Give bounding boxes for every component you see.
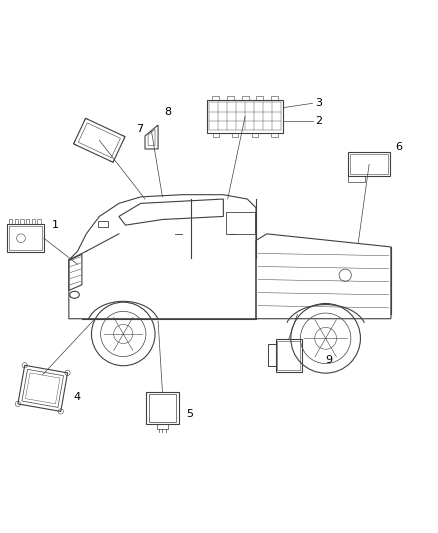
Text: 8: 8: [165, 107, 172, 117]
Bar: [149, 394, 176, 422]
Bar: [349, 176, 365, 182]
Text: 5: 5: [186, 409, 193, 419]
Bar: [157, 424, 168, 430]
Text: 2: 2: [315, 116, 322, 126]
Bar: [207, 100, 283, 133]
Bar: [232, 133, 238, 137]
Bar: [256, 96, 263, 100]
Bar: [276, 340, 302, 372]
Bar: [7, 224, 44, 252]
Text: 9: 9: [325, 355, 333, 365]
Bar: [349, 152, 390, 176]
Bar: [227, 96, 234, 100]
Bar: [242, 96, 249, 100]
Bar: [277, 341, 300, 370]
Bar: [98, 221, 108, 228]
Bar: [213, 133, 219, 137]
Bar: [146, 392, 179, 424]
Text: 4: 4: [73, 392, 80, 402]
Bar: [9, 219, 13, 224]
Bar: [9, 226, 42, 250]
Text: 3: 3: [315, 98, 322, 108]
Text: 6: 6: [395, 142, 402, 152]
Text: 1: 1: [51, 220, 58, 230]
Bar: [350, 154, 388, 174]
Bar: [26, 219, 29, 224]
Text: 7: 7: [136, 124, 143, 134]
Bar: [32, 219, 35, 224]
Bar: [37, 219, 41, 224]
Bar: [14, 219, 18, 224]
Bar: [272, 133, 278, 137]
Bar: [212, 96, 219, 100]
Bar: [20, 219, 24, 224]
Bar: [252, 133, 258, 137]
Bar: [271, 96, 278, 100]
